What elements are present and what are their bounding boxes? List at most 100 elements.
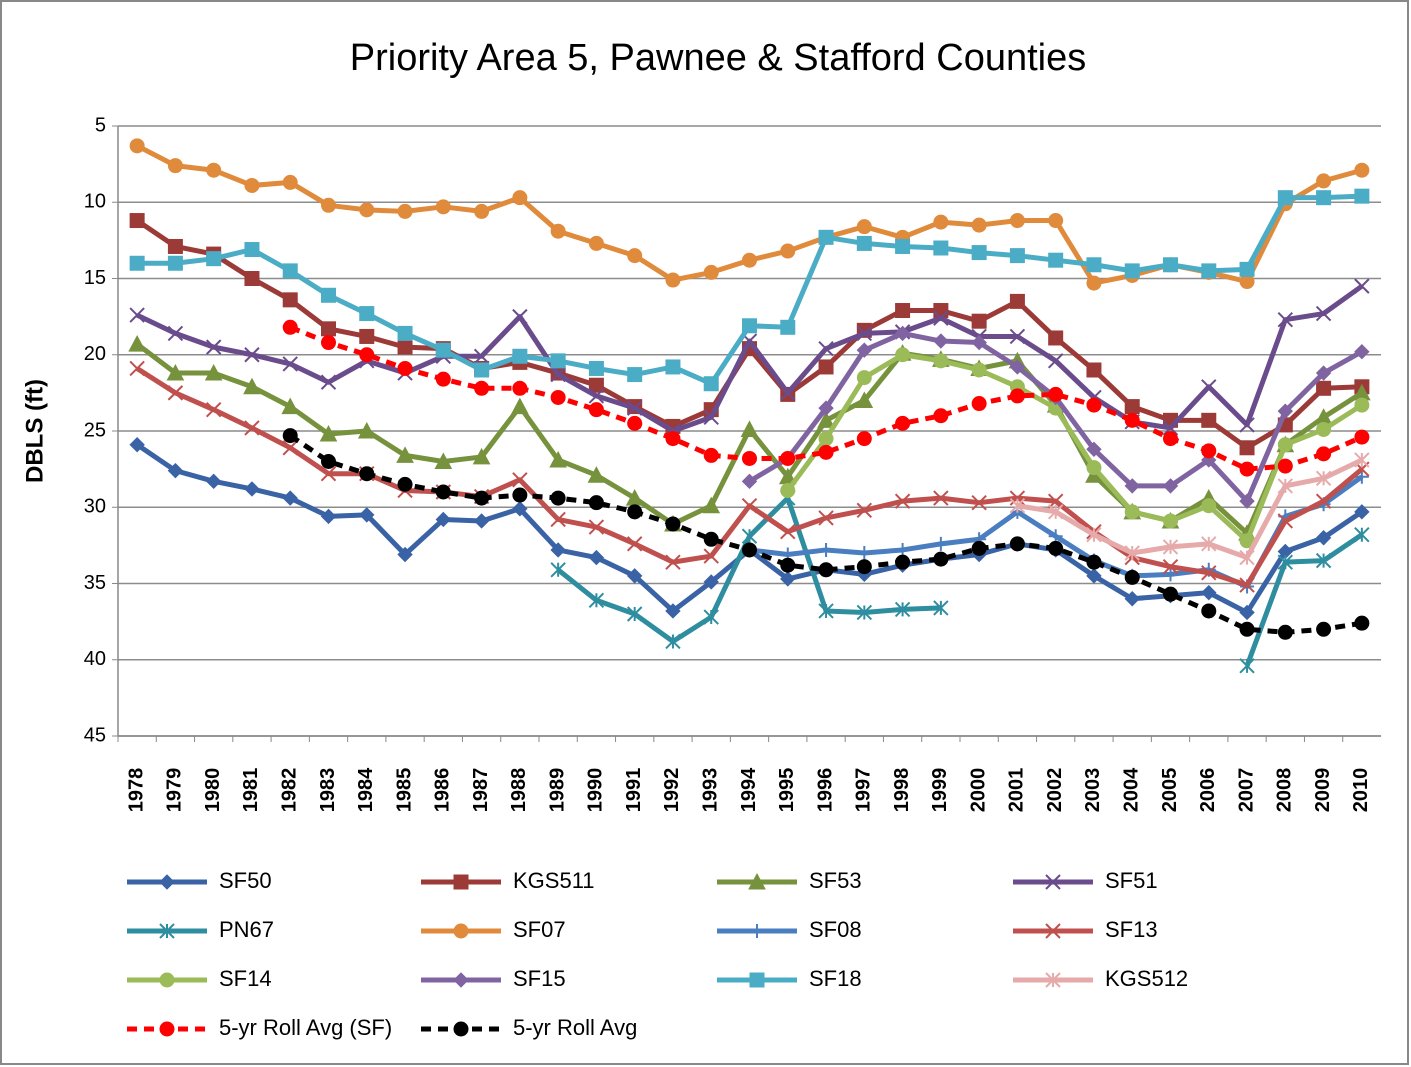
data-point xyxy=(550,511,566,528)
data-point xyxy=(321,197,336,213)
data-point xyxy=(1009,328,1026,345)
data-point xyxy=(359,306,375,322)
data-point xyxy=(397,546,413,563)
data-point xyxy=(703,447,719,463)
data-point xyxy=(319,424,338,442)
x-tick-label: 1982 xyxy=(279,768,301,813)
x-tick-label: 1981 xyxy=(240,768,262,813)
data-point xyxy=(588,360,604,376)
data-point xyxy=(321,454,336,469)
data-point xyxy=(856,559,872,575)
data-point xyxy=(856,342,873,358)
data-point xyxy=(282,292,298,308)
data-point xyxy=(1163,257,1178,273)
data-point xyxy=(1162,539,1179,555)
data-point xyxy=(359,328,375,344)
data-point xyxy=(818,400,834,416)
data-point xyxy=(780,385,796,401)
data-point xyxy=(741,498,758,514)
data-point xyxy=(1124,478,1140,494)
data-point xyxy=(206,251,222,267)
data-point xyxy=(588,377,604,393)
data-point xyxy=(1009,359,1026,375)
data-point xyxy=(1277,311,1294,328)
data-point xyxy=(895,347,911,363)
chart-title: Priority Area 5, Pawnee & Stafford Count… xyxy=(350,37,1086,79)
data-point xyxy=(856,431,872,447)
y-tick-label: 40 xyxy=(84,648,106,670)
data-point xyxy=(703,264,719,280)
data-point xyxy=(474,362,490,378)
legend-marker xyxy=(453,923,469,939)
legend-label: SF18 xyxy=(809,966,862,991)
data-point xyxy=(1009,248,1025,264)
data-point xyxy=(665,272,681,288)
data-point xyxy=(282,356,298,372)
data-point xyxy=(512,380,528,396)
legend-label: SF13 xyxy=(1105,917,1158,942)
data-point xyxy=(741,528,758,544)
data-point xyxy=(780,523,796,540)
legend-marker xyxy=(159,874,175,890)
data-point xyxy=(1239,604,1255,621)
y-tick-label: 30 xyxy=(84,496,106,518)
data-point xyxy=(320,374,337,390)
data-point xyxy=(359,202,375,218)
data-point xyxy=(971,313,987,329)
data-point xyxy=(1316,446,1332,462)
legend-label: SF07 xyxy=(513,917,566,942)
data-point xyxy=(128,335,146,352)
data-point xyxy=(818,562,834,578)
data-point xyxy=(397,203,413,219)
data-point xyxy=(587,466,606,483)
data-point xyxy=(1354,397,1370,413)
data-point xyxy=(971,494,987,511)
x-tick-label: 1978 xyxy=(125,768,147,813)
data-point xyxy=(627,248,643,264)
data-point xyxy=(512,487,528,503)
data-point xyxy=(550,389,566,405)
data-point xyxy=(282,263,298,279)
data-point xyxy=(627,415,643,431)
series-line xyxy=(785,352,1364,544)
data-point xyxy=(856,219,872,235)
data-point xyxy=(281,397,300,415)
data-point xyxy=(933,490,949,506)
data-point xyxy=(1354,615,1370,631)
series-line xyxy=(288,433,1363,635)
data-point xyxy=(1201,263,1217,279)
data-point xyxy=(1124,545,1140,561)
data-point xyxy=(1009,293,1025,309)
data-point xyxy=(856,370,872,386)
data-point xyxy=(1201,379,1217,395)
data-point xyxy=(1201,498,1217,514)
data-point xyxy=(626,568,643,584)
legend-label: 5-yr Roll Avg xyxy=(513,1015,637,1040)
data-point xyxy=(742,450,757,466)
data-point xyxy=(1315,552,1332,569)
data-point xyxy=(512,348,528,364)
x-tick-label: 1996 xyxy=(814,768,836,813)
data-point xyxy=(780,482,796,498)
x-tick-label: 1988 xyxy=(508,768,530,813)
x-tick-label: 2000 xyxy=(967,768,989,813)
data-point xyxy=(933,551,949,567)
x-tick-label: 1980 xyxy=(202,768,224,813)
data-point xyxy=(856,325,873,342)
data-point xyxy=(933,333,949,349)
y-tick-label: 5 xyxy=(95,114,106,136)
data-point xyxy=(550,366,566,383)
data-point xyxy=(1009,213,1025,229)
data-point xyxy=(550,562,566,578)
x-tick-label: 1992 xyxy=(661,768,683,813)
data-point xyxy=(129,213,145,229)
data-point xyxy=(588,388,605,404)
data-point xyxy=(1086,362,1102,378)
data-point xyxy=(1163,431,1178,447)
data-point xyxy=(1239,549,1255,566)
data-point xyxy=(434,452,453,469)
data-point xyxy=(167,238,183,254)
data-point xyxy=(1163,586,1178,602)
data-point xyxy=(895,303,911,319)
legend-marker xyxy=(453,972,469,988)
